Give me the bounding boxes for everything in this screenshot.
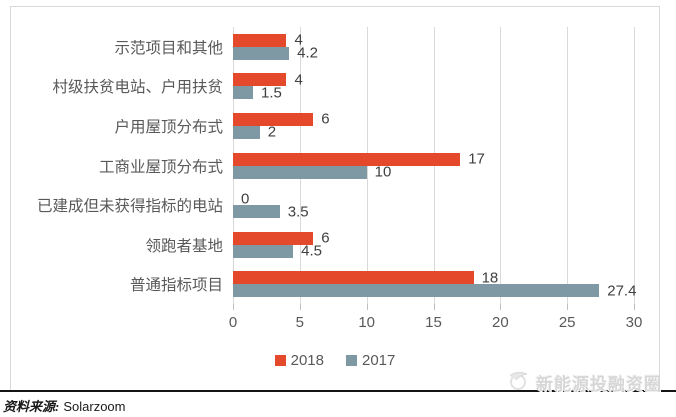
- category-label: 户用屋顶分布式: [114, 118, 223, 136]
- bar-row: 4 4.2: [233, 27, 634, 67]
- bar-line-2017: 4.5: [233, 242, 634, 260]
- legend-label: 2017: [362, 352, 396, 369]
- legend-item-2017: 2017: [346, 352, 395, 369]
- x-axis-tick-label: 30: [625, 314, 643, 331]
- bar-2017: [233, 205, 280, 219]
- bar-2017: [233, 86, 254, 100]
- bottom-divider: [0, 390, 676, 392]
- value-label-2017: 10: [374, 163, 392, 181]
- value-label-2018: 0: [241, 190, 250, 208]
- watermark-text: 新能源投融资圈: [536, 375, 662, 394]
- gridline: [634, 27, 635, 304]
- bar-2017: [233, 46, 290, 60]
- axis-tick: [233, 304, 234, 310]
- source-value: Solarzoom: [63, 399, 126, 414]
- bar-2017: [233, 284, 600, 298]
- axis-tick: [299, 304, 301, 310]
- axis-tick: [500, 304, 502, 310]
- bar-line-2017: 3.5: [233, 203, 634, 221]
- bar-2017: [233, 165, 367, 179]
- source-label: 资料来源:: [3, 399, 60, 414]
- value-label-2017: 27.4: [607, 282, 637, 300]
- bar-2018: [233, 112, 314, 126]
- gridline: [500, 27, 502, 304]
- x-axis-labels: 0 5 10 15 20 25 30: [229, 310, 643, 334]
- value-label-2017: 2: [267, 123, 277, 141]
- category-label: 村级扶贫电站、户用扶贫: [52, 79, 223, 97]
- bar-rows: 4 4.2 4 1.5 6 2 17 10 0 3.5 6 4.5 18 27.4: [233, 27, 637, 304]
- category-label: 领跑者基地: [145, 237, 223, 255]
- category-label: 工商业屋顶分布式: [98, 158, 223, 176]
- bar-line-2017: 1.5: [233, 84, 634, 102]
- value-label-2018: 6: [321, 229, 330, 247]
- bar-2018: [233, 152, 461, 166]
- value-label-2018: 6: [321, 110, 330, 128]
- bar-row: 0 3.5: [233, 185, 634, 225]
- bar-2018: [233, 271, 474, 285]
- bar-row: 17 10: [233, 146, 634, 186]
- legend-swatch-2018: [274, 355, 286, 366]
- bar-line-2018: 6: [233, 110, 634, 128]
- bird-logo-icon: [506, 368, 530, 397]
- plot-area: 4 4.2 4 1.5 6 2 17 10 0 3.5 6 4.5 18 27.4: [233, 27, 637, 310]
- bar-2018: [233, 33, 287, 47]
- bar-line-2018: 4: [233, 71, 634, 89]
- bar-line-2018: 0: [233, 190, 634, 208]
- axis-tick: [567, 304, 569, 310]
- bar-line-2018: 17: [233, 150, 634, 168]
- axis-tick: [366, 304, 368, 310]
- bar-2018: [233, 73, 287, 87]
- bar-row: 4 1.5: [233, 67, 634, 107]
- value-label-2017: 4.5: [301, 242, 322, 260]
- bar-row: 6 4.5: [233, 225, 634, 265]
- value-label-2018: 4: [294, 31, 303, 49]
- category-label: 普通指标项目: [129, 277, 223, 295]
- bar-2017: [233, 125, 260, 139]
- bar-line-2017: 4.2: [233, 44, 634, 62]
- x-axis-tick-label: 15: [425, 314, 442, 331]
- bar-row: 18 27.4: [233, 264, 637, 304]
- bar-line-2018: 18: [233, 269, 634, 287]
- chart-frame: 示范项目和其他村级扶贫电站、户用扶贫户用屋顶分布式工商业屋顶分布式已建成但未获得…: [10, 6, 660, 391]
- bar-line-2017: 2: [233, 123, 634, 141]
- legend: 2018 2017: [11, 352, 659, 369]
- x-axis-tick-label: 20: [491, 314, 509, 331]
- category-labels: 示范项目和其他村级扶贫电站、户用扶贫户用屋顶分布式工商业屋顶分布式已建成但未获得…: [11, 27, 223, 304]
- x-axis-tick-label: 10: [358, 314, 375, 331]
- value-label-2017: 3.5: [287, 203, 309, 221]
- legend-item-2018: 2018: [274, 352, 324, 369]
- category-label: 示范项目和其他: [114, 39, 223, 57]
- value-label-2017: 1.5: [261, 84, 282, 102]
- x-axis-tick-label: 0: [228, 314, 238, 331]
- value-label-2018: 17: [468, 150, 485, 168]
- bar-2018: [233, 231, 314, 245]
- bar-line-2018: 6: [233, 229, 634, 247]
- value-label-2017: 4.2: [297, 44, 318, 62]
- axis-tick: [634, 304, 635, 310]
- x-axis-tick-label: 25: [558, 314, 576, 331]
- bar-line-2018: 4: [233, 31, 634, 49]
- bar-2017: [233, 244, 294, 258]
- source-note: 资料来源: Solarzoom: [3, 396, 125, 415]
- watermark: 新能源投融资圈: [506, 368, 662, 397]
- legend-swatch-2017: [346, 355, 357, 366]
- bar-line-2017: 10: [233, 163, 634, 181]
- bar-line-2017: 27.4: [233, 282, 637, 300]
- value-label-2018: 18: [481, 269, 499, 287]
- x-axis-tick-label: 5: [295, 314, 304, 331]
- legend-label: 2018: [290, 352, 324, 369]
- value-label-2018: 4: [294, 71, 303, 89]
- category-label: 已建成但未获得指标的电站: [36, 198, 223, 216]
- gridline: [567, 27, 569, 304]
- axis-tick: [433, 304, 435, 310]
